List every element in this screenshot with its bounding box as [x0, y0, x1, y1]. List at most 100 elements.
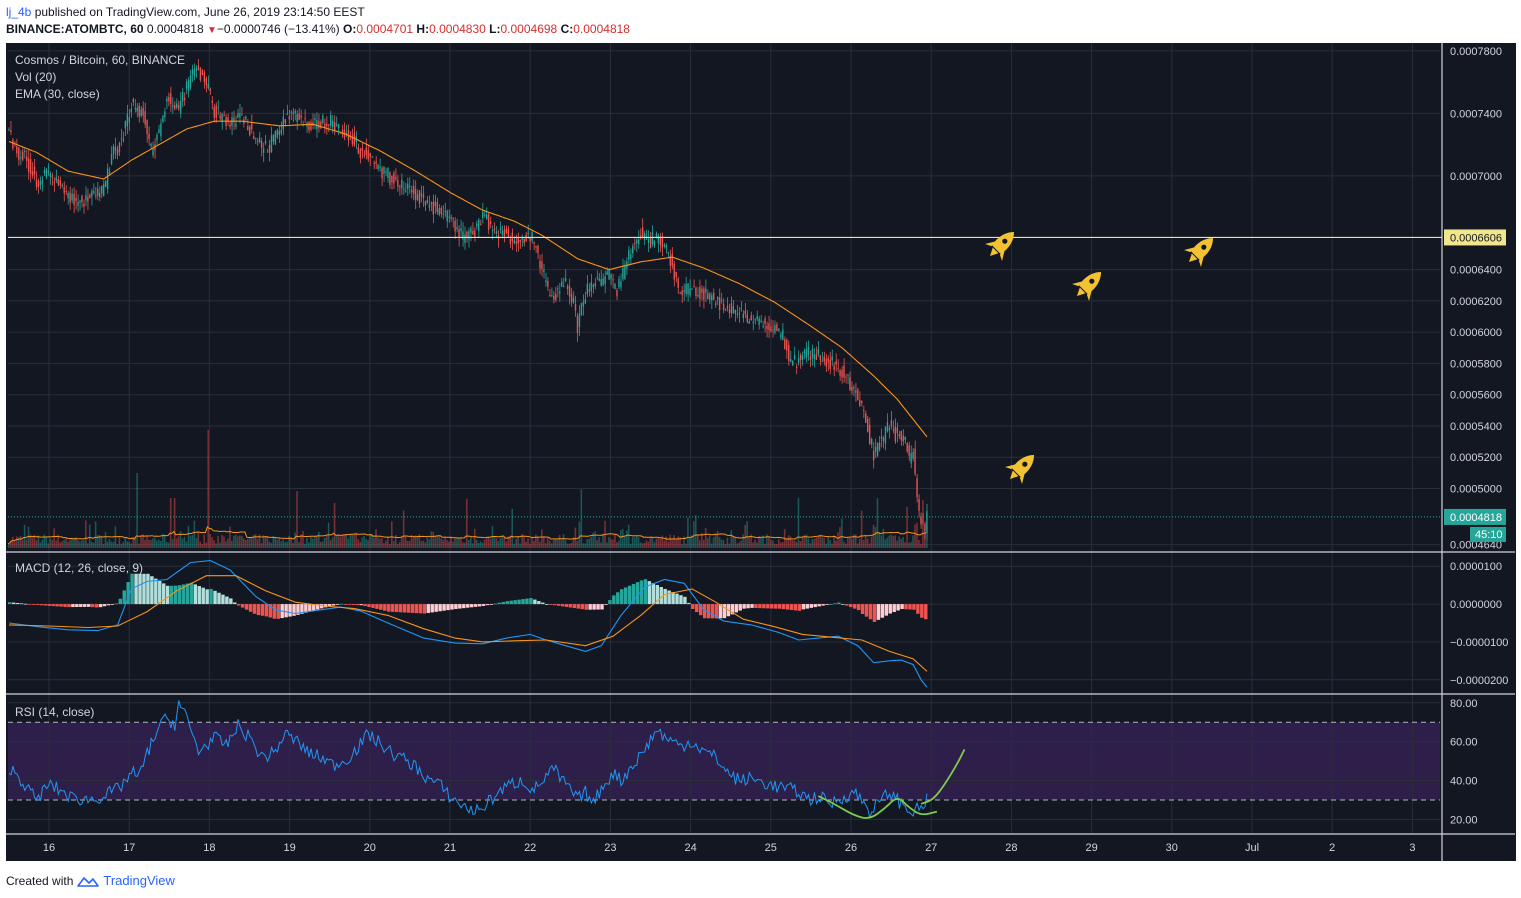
volume-bar	[94, 521, 97, 548]
candle-body	[480, 223, 482, 225]
volume-bar	[712, 537, 715, 548]
macd-histogram-bar	[576, 604, 581, 609]
macd-histogram-bar	[497, 602, 502, 605]
volume-bar	[308, 542, 310, 548]
volume-bar	[462, 542, 464, 548]
candle-body	[110, 154, 113, 165]
candle-body	[369, 153, 371, 157]
volume-bar	[79, 541, 81, 548]
volume-bar	[673, 535, 675, 548]
candle-body	[108, 171, 111, 174]
volume-bar	[821, 537, 823, 548]
volume-bar	[160, 540, 162, 548]
volume-bar	[359, 541, 361, 548]
candle-body	[397, 180, 399, 187]
macd-histogram-bar	[770, 604, 774, 609]
author-link[interactable]: lj_4b	[6, 5, 32, 19]
candle-body	[537, 245, 539, 254]
volume-bar	[108, 539, 111, 548]
candle-body	[150, 143, 152, 147]
candle-body	[472, 230, 474, 235]
volume-bar	[831, 543, 833, 548]
candle-body	[104, 181, 107, 187]
candle-body	[168, 96, 170, 102]
volume-bar	[191, 534, 194, 548]
candle-body	[551, 295, 553, 297]
volume-bar	[357, 539, 360, 548]
rsi-tick-label: 80.00	[1450, 698, 1478, 710]
macd-histogram-bar	[888, 604, 892, 614]
volume-bar	[106, 541, 109, 548]
candle-body	[256, 140, 259, 142]
macd-histogram-bar	[308, 604, 312, 612]
candle-body	[146, 120, 148, 134]
macd-histogram-bar	[904, 604, 908, 610]
macd-histogram-bar	[79, 604, 83, 607]
macd-tick-label: −0.0000200	[1450, 675, 1508, 687]
candle-body	[837, 367, 839, 369]
volume-bar	[766, 534, 768, 548]
x-tick-label: 19	[283, 842, 295, 854]
volume-bar	[860, 510, 863, 548]
macd-histogram-bar	[683, 596, 687, 605]
macd-histogram-bar	[742, 604, 746, 609]
macd-histogram-bar	[375, 604, 379, 609]
volume-bar	[655, 538, 658, 548]
candle-body	[428, 204, 431, 208]
volume-bar	[152, 538, 154, 548]
volume-bar	[361, 537, 363, 548]
candle-body	[97, 188, 99, 196]
macd-histogram-bar	[872, 604, 877, 622]
volume-bar	[240, 535, 243, 548]
candle-body	[499, 228, 502, 231]
chart-canvas[interactable]: 16 17 18 19 20 21 22 23 24 25 26 27 28 29 30 Jul 2 30.000…	[6, 43, 1516, 862]
candle-body	[195, 67, 198, 71]
volume-bar	[659, 538, 662, 548]
candle-body	[418, 190, 421, 204]
volume-bar	[331, 537, 334, 548]
candle-body	[408, 185, 411, 187]
macd-histogram-bar	[122, 590, 126, 605]
macd-histogram-bar	[39, 604, 44, 606]
candle-body	[687, 283, 689, 295]
candle-body	[164, 111, 166, 118]
volume-bar	[811, 539, 814, 548]
candle-body	[466, 231, 468, 238]
volume-bar	[466, 498, 468, 548]
candle-body	[586, 283, 589, 294]
macd-histogram-bar	[47, 604, 51, 606]
candle-body	[112, 146, 115, 155]
volume-ma-line	[7, 526, 927, 545]
candle-body	[45, 168, 48, 178]
macd-histogram-bar	[746, 604, 750, 609]
candle-body	[81, 195, 83, 203]
candle-body	[320, 121, 322, 129]
candle-body	[144, 111, 146, 125]
candle-body	[793, 355, 796, 360]
volume-bar	[608, 537, 610, 548]
candle-body	[511, 232, 514, 242]
candle-body	[446, 210, 448, 222]
volume-bar	[657, 538, 660, 548]
candle-body	[464, 234, 466, 243]
volume-bar	[823, 538, 825, 548]
macd-histogram-bar	[738, 604, 742, 611]
volume-bar	[458, 537, 460, 548]
volume-bar	[408, 541, 411, 548]
volume-bar	[438, 535, 440, 548]
volume-bar	[73, 538, 75, 548]
candle-body	[728, 309, 731, 313]
volume-bar	[394, 534, 397, 548]
tradingview-brand[interactable]: TradingView	[103, 873, 175, 888]
macd-histogram-bar	[19, 603, 24, 605]
volume-bar	[537, 537, 539, 548]
candle-body	[444, 210, 446, 212]
volume-bar	[517, 537, 519, 548]
candle-body	[395, 176, 397, 180]
volume-bar	[25, 539, 28, 548]
candle-body	[776, 324, 778, 331]
candle-body	[740, 308, 743, 310]
volume-bar	[572, 537, 575, 548]
rsi-pattern-drawing	[818, 795, 938, 819]
volume-bar	[819, 534, 821, 548]
